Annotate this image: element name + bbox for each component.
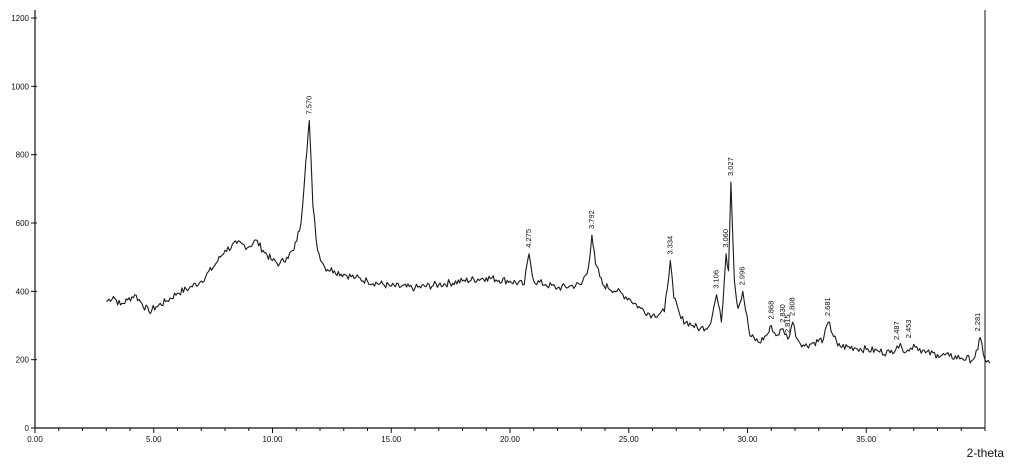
peak-label: 2.868 [766,301,775,320]
peak-label: 2.996 [738,267,747,286]
x-tick-label: 30.00 [737,435,758,444]
chart-series [105,119,991,364]
peak-label: 2.830 [778,304,787,323]
peak-label: 2.815 [783,314,792,333]
peak-label: 3.334 [665,236,674,255]
peak-label: 3.106 [712,270,721,289]
y-tick-label: 1200 [11,14,29,23]
x-axis-label: 2-theta [966,446,1004,460]
peak-label: 2.487 [892,321,901,340]
peak-label: 2.453 [904,320,913,339]
x-tick-label: 35.00 [856,435,877,444]
x-tick-label: 10.00 [262,435,283,444]
diffraction-trace [105,119,991,364]
y-tick-label: 1000 [11,82,29,91]
x-tick-label: 25.00 [619,435,640,444]
peak-label: 2.681 [823,297,832,316]
x-tick-label: 0.00 [27,435,43,444]
peak-label: 2.281 [973,313,982,332]
peak-label: 4.275 [524,229,533,248]
peak-label: 2.808 [788,297,797,316]
peak-label: 7.570 [304,96,313,115]
x-tick-label: 20.00 [500,435,521,444]
chart-ticks: 0 200 400 600 800 1000 1200 0.00 5.00 10.00 15.00 2… [11,14,986,444]
peak-label: 3.060 [721,229,730,248]
y-tick-label: 800 [16,151,30,160]
y-tick-label: 200 [16,356,30,365]
x-tick-label: 5.00 [146,435,162,444]
y-tick-label: 600 [16,219,30,228]
y-tick-label: 400 [16,287,30,296]
chart-annotations: 7.570 4.275 3.792 3.334 3.106 3.060 3.027 2.996… [304,96,982,340]
peak-label: 3.792 [587,210,596,229]
chart-axes [34,10,986,429]
x-tick-label: 15.00 [381,435,402,444]
y-tick-label: 0 [25,424,30,433]
peak-label: 3.027 [726,157,735,176]
